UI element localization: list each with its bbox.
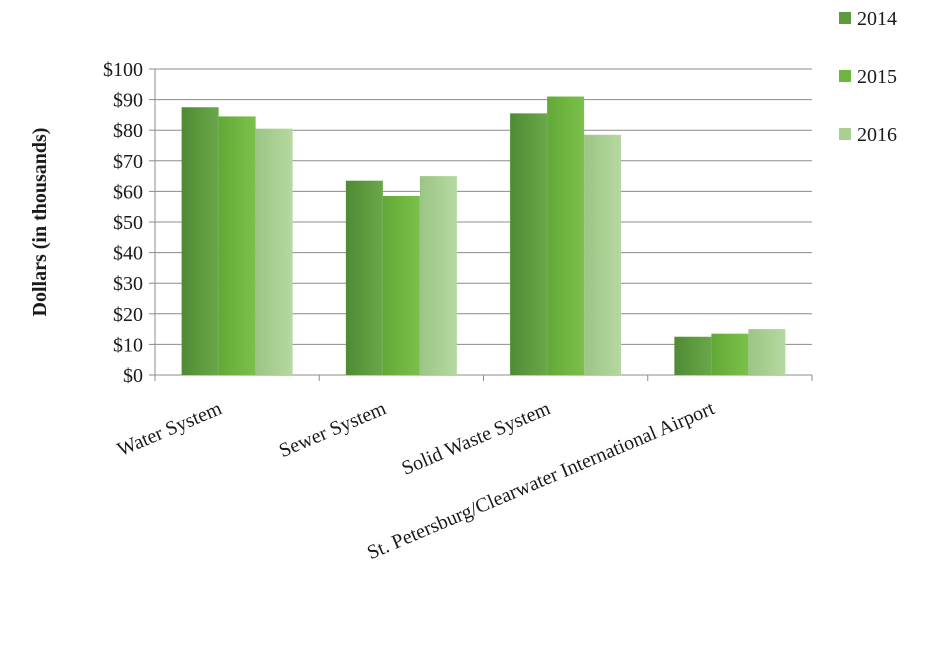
legend-label: 2015 bbox=[857, 66, 897, 88]
bars bbox=[181, 96, 786, 376]
bar-2016-0 bbox=[255, 128, 293, 375]
bar-2014-1 bbox=[345, 180, 383, 375]
y-tick-label: $60 bbox=[113, 181, 143, 203]
legend-label: 2016 bbox=[857, 124, 897, 146]
legend: 2014 2015 2016 bbox=[839, 8, 897, 146]
y-tick-label: $80 bbox=[113, 120, 143, 142]
bar-2014-0 bbox=[181, 107, 219, 375]
y-tick-label: $90 bbox=[113, 90, 143, 112]
y-tick-label: $40 bbox=[113, 243, 143, 265]
legend-swatch-2014 bbox=[839, 12, 851, 24]
x-tick-label: Sewer System bbox=[276, 397, 390, 462]
y-tick-label: $10 bbox=[113, 334, 143, 356]
y-tick-label: $20 bbox=[113, 304, 143, 326]
y-tick-label: $100 bbox=[103, 59, 143, 81]
bar-2015-1 bbox=[382, 195, 420, 375]
x-tick-label: Solid Waste System bbox=[398, 397, 553, 480]
bar-2016-2 bbox=[584, 134, 622, 375]
bar-2015-3 bbox=[711, 333, 749, 375]
y-tick-label: $30 bbox=[113, 273, 143, 295]
y-axis-title: Dollars (in thousands) bbox=[29, 128, 51, 317]
bar-2016-3 bbox=[748, 329, 786, 375]
bar-2014-2 bbox=[510, 113, 548, 376]
y-tick-label: $50 bbox=[113, 212, 143, 234]
bar-2014-3 bbox=[674, 336, 712, 375]
legend-swatch-2015 bbox=[839, 70, 851, 82]
x-tick-label: Water System bbox=[114, 397, 225, 461]
y-tick-label: $0 bbox=[123, 365, 143, 387]
bar-2016-1 bbox=[419, 176, 457, 375]
bar-2015-0 bbox=[218, 116, 256, 376]
legend-label: 2014 bbox=[857, 8, 897, 30]
legend-swatch-2016 bbox=[839, 128, 851, 140]
y-tick-label: $70 bbox=[113, 151, 143, 173]
bar-2015-2 bbox=[547, 96, 585, 375]
